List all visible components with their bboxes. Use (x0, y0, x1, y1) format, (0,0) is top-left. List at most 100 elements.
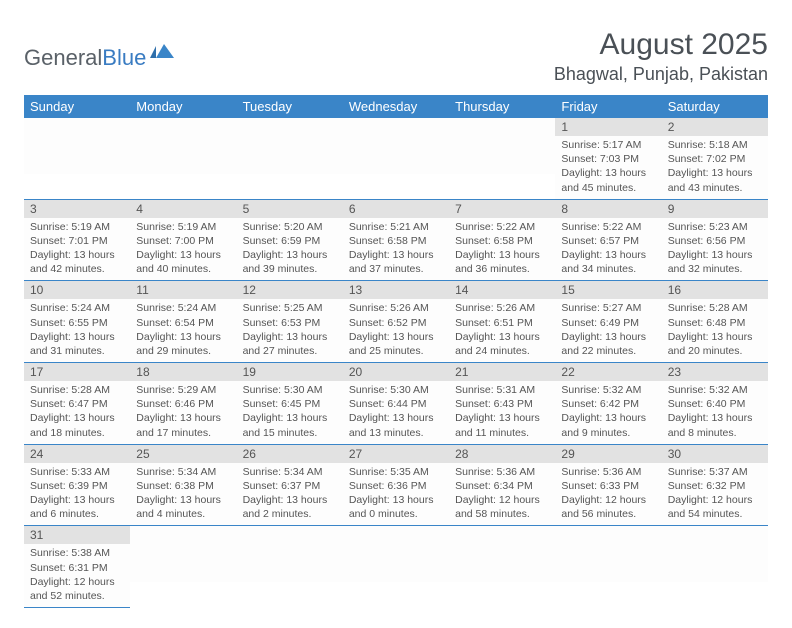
daylight-text: Daylight: 13 hours and 2 minutes. (243, 493, 337, 521)
sunset-text: Sunset: 6:49 PM (561, 316, 655, 330)
day-cell: 4Sunrise: 5:19 AMSunset: 7:00 PMDaylight… (130, 199, 236, 281)
day-cell: 25Sunrise: 5:34 AMSunset: 6:38 PMDayligh… (130, 444, 236, 526)
day-info: Sunrise: 5:30 AMSunset: 6:45 PMDaylight:… (237, 381, 343, 444)
sunset-text: Sunset: 6:58 PM (455, 234, 549, 248)
sunrise-text: Sunrise: 5:33 AM (30, 465, 124, 479)
empty-day (449, 526, 555, 582)
sunrise-text: Sunrise: 5:36 AM (561, 465, 655, 479)
day-cell: 21Sunrise: 5:31 AMSunset: 6:43 PMDayligh… (449, 363, 555, 445)
sunrise-text: Sunrise: 5:38 AM (30, 546, 124, 560)
daylight-text: Daylight: 12 hours and 52 minutes. (30, 575, 124, 603)
day-info: Sunrise: 5:29 AMSunset: 6:46 PMDaylight:… (130, 381, 236, 444)
day-cell: 7Sunrise: 5:22 AMSunset: 6:58 PMDaylight… (449, 199, 555, 281)
empty-day (343, 118, 449, 174)
day-number: 14 (449, 281, 555, 299)
sunrise-text: Sunrise: 5:19 AM (136, 220, 230, 234)
sunrise-text: Sunrise: 5:22 AM (455, 220, 549, 234)
day-number: 23 (662, 363, 768, 381)
day-cell: 8Sunrise: 5:22 AMSunset: 6:57 PMDaylight… (555, 199, 661, 281)
day-number: 7 (449, 200, 555, 218)
sunset-text: Sunset: 6:52 PM (349, 316, 443, 330)
weekday-header: Tuesday (237, 95, 343, 118)
sunset-text: Sunset: 6:34 PM (455, 479, 549, 493)
day-cell (449, 118, 555, 199)
day-number: 10 (24, 281, 130, 299)
weekday-header: Friday (555, 95, 661, 118)
sunrise-text: Sunrise: 5:35 AM (349, 465, 443, 479)
sunset-text: Sunset: 6:58 PM (349, 234, 443, 248)
weekday-header: Sunday (24, 95, 130, 118)
day-info: Sunrise: 5:34 AMSunset: 6:37 PMDaylight:… (237, 463, 343, 526)
day-cell: 11Sunrise: 5:24 AMSunset: 6:54 PMDayligh… (130, 281, 236, 363)
daylight-text: Daylight: 13 hours and 40 minutes. (136, 248, 230, 276)
location: Bhagwal, Punjab, Pakistan (554, 64, 768, 85)
day-cell: 2Sunrise: 5:18 AMSunset: 7:02 PMDaylight… (662, 118, 768, 199)
sunrise-text: Sunrise: 5:34 AM (243, 465, 337, 479)
day-info: Sunrise: 5:26 AMSunset: 6:51 PMDaylight:… (449, 299, 555, 362)
day-number: 2 (662, 118, 768, 136)
day-number: 13 (343, 281, 449, 299)
daylight-text: Daylight: 13 hours and 17 minutes. (136, 411, 230, 439)
sunset-text: Sunset: 6:40 PM (668, 397, 762, 411)
sunset-text: Sunset: 6:31 PM (30, 561, 124, 575)
day-info: Sunrise: 5:27 AMSunset: 6:49 PMDaylight:… (555, 299, 661, 362)
day-number: 15 (555, 281, 661, 299)
day-info: Sunrise: 5:36 AMSunset: 6:33 PMDaylight:… (555, 463, 661, 526)
day-number: 19 (237, 363, 343, 381)
day-number: 25 (130, 445, 236, 463)
day-number: 1 (555, 118, 661, 136)
daylight-text: Daylight: 13 hours and 13 minutes. (349, 411, 443, 439)
empty-day (24, 118, 130, 174)
day-number: 8 (555, 200, 661, 218)
sunrise-text: Sunrise: 5:18 AM (668, 138, 762, 152)
day-cell: 17Sunrise: 5:28 AMSunset: 6:47 PMDayligh… (24, 363, 130, 445)
sunrise-text: Sunrise: 5:19 AM (30, 220, 124, 234)
day-info: Sunrise: 5:31 AMSunset: 6:43 PMDaylight:… (449, 381, 555, 444)
weekday-header: Monday (130, 95, 236, 118)
day-cell (130, 118, 236, 199)
sunrise-text: Sunrise: 5:30 AM (349, 383, 443, 397)
sunrise-text: Sunrise: 5:17 AM (561, 138, 655, 152)
week-row: 31 Sunrise: 5:38 AMSunset: 6:31 PMDayligh… (24, 526, 768, 608)
empty-day (130, 118, 236, 174)
daylight-text: Daylight: 13 hours and 45 minutes. (561, 166, 655, 194)
sunset-text: Sunset: 6:33 PM (561, 479, 655, 493)
day-cell (237, 526, 343, 608)
day-number: 6 (343, 200, 449, 218)
day-number: 26 (237, 445, 343, 463)
day-info: Sunrise: 5:19 AMSunset: 7:01 PMDaylight:… (24, 218, 130, 281)
empty-day (343, 526, 449, 582)
day-info: Sunrise: 5:24 AMSunset: 6:54 PMDaylight:… (130, 299, 236, 362)
day-number: 28 (449, 445, 555, 463)
daylight-text: Daylight: 13 hours and 43 minutes. (668, 166, 762, 194)
day-number: 22 (555, 363, 661, 381)
day-cell: 28Sunrise: 5:36 AMSunset: 6:34 PMDayligh… (449, 444, 555, 526)
day-number: 16 (662, 281, 768, 299)
day-cell: 13Sunrise: 5:26 AMSunset: 6:52 PMDayligh… (343, 281, 449, 363)
sunset-text: Sunset: 6:53 PM (243, 316, 337, 330)
day-number: 11 (130, 281, 236, 299)
calendar-head: Sunday Monday Tuesday Wednesday Thursday… (24, 95, 768, 118)
day-cell: 6Sunrise: 5:21 AMSunset: 6:58 PMDaylight… (343, 199, 449, 281)
day-number: 5 (237, 200, 343, 218)
day-info: Sunrise: 5:32 AMSunset: 6:40 PMDaylight:… (662, 381, 768, 444)
day-info: Sunrise: 5:21 AMSunset: 6:58 PMDaylight:… (343, 218, 449, 281)
day-number: 31 (24, 526, 130, 544)
day-cell: 18Sunrise: 5:29 AMSunset: 6:46 PMDayligh… (130, 363, 236, 445)
sunrise-text: Sunrise: 5:36 AM (455, 465, 549, 479)
daylight-text: Daylight: 13 hours and 20 minutes. (668, 330, 762, 358)
day-info: Sunrise: 5:35 AMSunset: 6:36 PMDaylight:… (343, 463, 449, 526)
day-cell (449, 526, 555, 608)
day-cell: 19Sunrise: 5:30 AMSunset: 6:45 PMDayligh… (237, 363, 343, 445)
day-number: 17 (24, 363, 130, 381)
week-row: 10Sunrise: 5:24 AMSunset: 6:55 PMDayligh… (24, 281, 768, 363)
day-number: 18 (130, 363, 236, 381)
day-cell (343, 526, 449, 608)
brand-part2: Blue (102, 45, 146, 71)
daylight-text: Daylight: 13 hours and 9 minutes. (561, 411, 655, 439)
day-info: Sunrise: 5:26 AMSunset: 6:52 PMDaylight:… (343, 299, 449, 362)
day-info: Sunrise: 5:23 AMSunset: 6:56 PMDaylight:… (662, 218, 768, 281)
day-info: Sunrise: 5:30 AMSunset: 6:44 PMDaylight:… (343, 381, 449, 444)
day-number: 9 (662, 200, 768, 218)
sunrise-text: Sunrise: 5:22 AM (561, 220, 655, 234)
